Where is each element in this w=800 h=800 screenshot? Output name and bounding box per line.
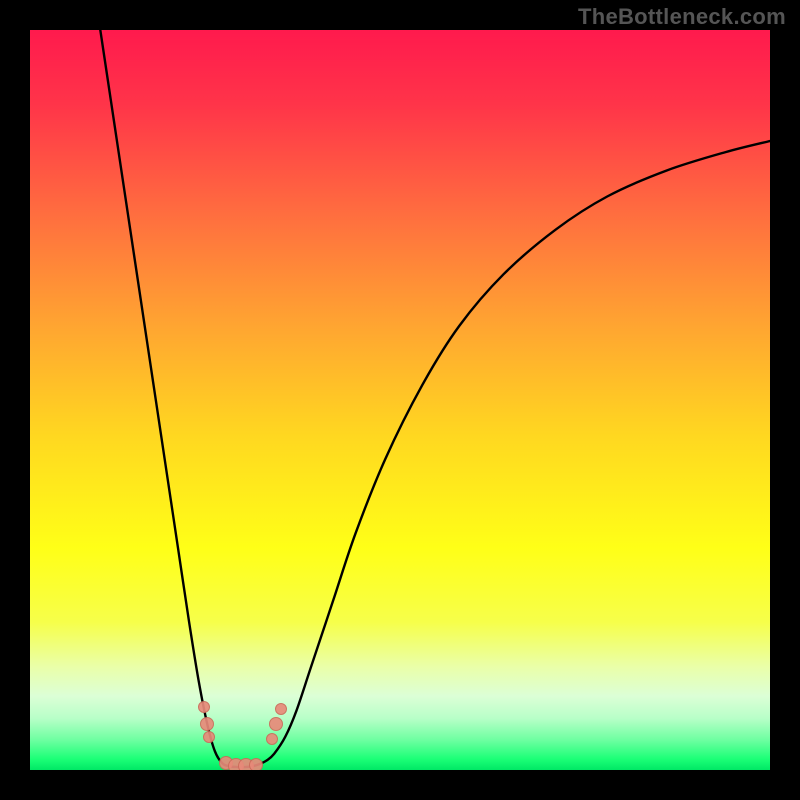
data-marker: [249, 758, 263, 770]
data-marker: [266, 733, 278, 745]
data-marker: [203, 731, 215, 743]
plot-area: [30, 30, 770, 770]
data-marker: [275, 703, 287, 715]
data-marker: [200, 717, 214, 731]
curve-line: [100, 30, 770, 767]
bottleneck-curve: [30, 30, 770, 770]
watermark-text: TheBottleneck.com: [578, 4, 786, 30]
data-marker: [198, 701, 210, 713]
